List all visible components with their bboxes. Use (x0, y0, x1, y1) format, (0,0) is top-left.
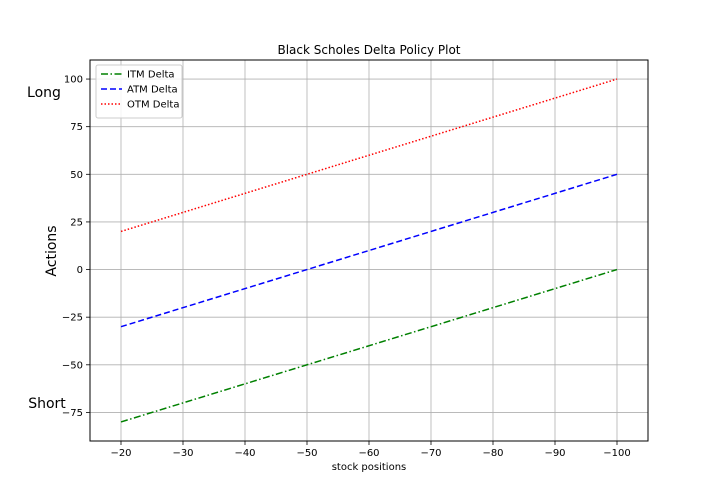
x-tick-label: −40 (234, 448, 255, 459)
y-tick-label: 75 (70, 122, 83, 133)
x-tick-label: −70 (420, 448, 441, 459)
x-tick-label: −20 (110, 448, 131, 459)
series-line-otm-delta (120, 78, 618, 233)
y-tick-label: 25 (70, 217, 83, 228)
legend-label: ITM Delta (127, 70, 175, 81)
x-tick-label: −60 (358, 448, 379, 459)
y-tick-label: −50 (62, 360, 83, 371)
series-layer (120, 78, 618, 423)
y-tick-label: −75 (62, 408, 83, 419)
annotation-short: Short (28, 396, 66, 412)
series-line-atm-delta (120, 173, 618, 328)
y-tick-label: 50 (70, 170, 83, 181)
x-tick-label: −100 (603, 448, 630, 459)
y-axis: 100 75 50 25 0 −25 −50 −75 (62, 75, 90, 419)
legend-label: ATM Delta (127, 85, 178, 96)
grid-lines (90, 60, 648, 441)
x-tick-label: −30 (172, 448, 193, 459)
series-line-itm-delta (120, 268, 618, 423)
x-tick-label: −80 (482, 448, 503, 459)
x-tick-label: −90 (544, 448, 565, 459)
annotation-long: Long (27, 85, 61, 101)
legend: ITM Delta ATM Delta OTM Delta (95, 64, 183, 119)
x-tick-label: −50 (296, 448, 317, 459)
legend-label: OTM Delta (127, 100, 179, 111)
y-tick-label: 0 (77, 265, 83, 276)
x-axis-label: stock positions (332, 462, 407, 473)
y-axis-label: Actions (44, 225, 60, 276)
legend-box (95, 64, 183, 119)
y-tick-label: 100 (64, 75, 83, 86)
chart-title: Black Scholes Delta Policy Plot (277, 43, 460, 57)
y-tick-label: −25 (62, 313, 83, 324)
x-axis: −20 −30 −40 −50 −60 −70 −80 −90 −100 (110, 441, 631, 459)
